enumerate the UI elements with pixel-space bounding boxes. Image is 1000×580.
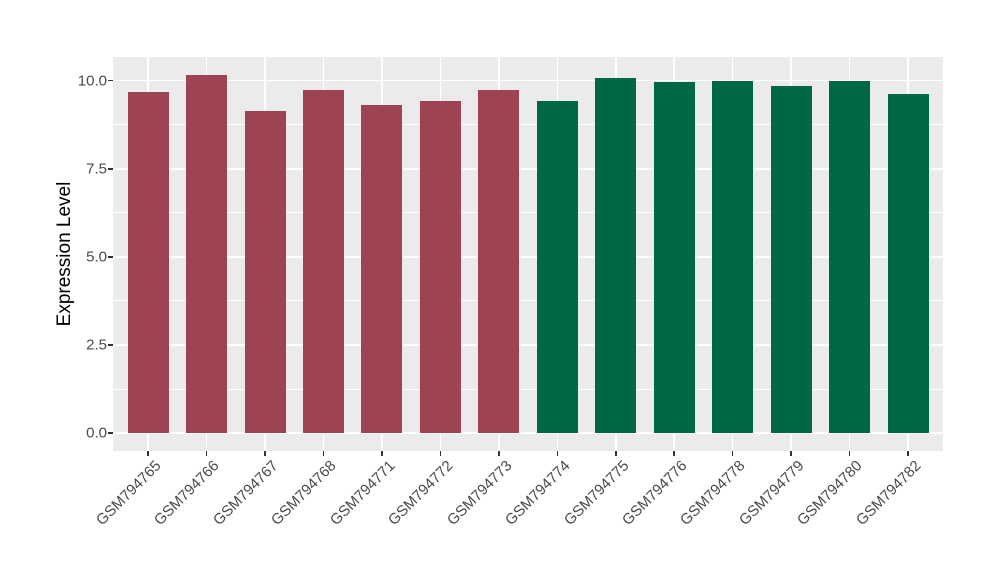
gridline-major-horizontal <box>113 256 943 258</box>
gridline-major-horizontal <box>113 344 943 346</box>
x-axis-tick-mark <box>848 451 851 456</box>
x-axis-tick-mark <box>322 451 325 456</box>
x-axis-tick-mark <box>556 451 559 456</box>
y-axis-tick-mark <box>108 168 113 170</box>
bar-GSM794768 <box>302 89 344 433</box>
gridline-major-horizontal <box>113 432 943 434</box>
y-axis-tick-label: 2.5 <box>86 336 107 354</box>
bar-GSM794765 <box>127 92 169 433</box>
gridline-major-horizontal <box>113 167 943 170</box>
y-axis-tick-mark <box>108 344 113 346</box>
gridline-major-horizontal <box>113 79 943 82</box>
y-axis-tick-label: 7.5 <box>86 160 107 178</box>
x-axis-tick-mark <box>498 451 500 456</box>
gridline-minor-horizontal <box>113 212 943 214</box>
x-axis-tick-mark <box>264 451 266 456</box>
x-axis-tick-mark <box>673 451 675 456</box>
bar-GSM794776 <box>653 82 695 433</box>
y-axis-tick-mark <box>108 256 113 258</box>
bar-GSM794782 <box>887 94 929 433</box>
x-axis-tick-mark <box>731 451 734 456</box>
y-axis-tick-label: 10.0 <box>77 72 107 90</box>
bar-GSM794767 <box>244 110 286 433</box>
y-axis-tick-mark <box>108 432 113 434</box>
bar-GSM794779 <box>770 85 812 433</box>
bar-GSM794766 <box>186 74 228 433</box>
bar-GSM794775 <box>595 77 637 433</box>
bar-GSM794771 <box>361 105 403 433</box>
x-axis-tick-mark <box>790 451 792 456</box>
bar-GSM794774 <box>536 100 578 433</box>
y-axis-tick-mark <box>108 79 113 82</box>
bar-GSM794772 <box>419 100 461 433</box>
bar-GSM794780 <box>829 81 871 433</box>
y-axis-tick-label: 5.0 <box>86 248 107 266</box>
x-axis-tick-mark <box>205 451 208 456</box>
bar-GSM794773 <box>478 89 520 433</box>
y-axis-tick-label: 0.0 <box>86 424 107 442</box>
x-axis-tick-mark <box>615 451 617 456</box>
x-axis-tick-mark <box>439 451 442 456</box>
gridline-minor-horizontal <box>113 124 943 126</box>
gridline-minor-horizontal <box>113 300 943 302</box>
plot-panel <box>113 57 943 451</box>
y-axis-title: Expression Level <box>54 181 75 327</box>
x-axis-tick-mark <box>907 451 909 456</box>
x-axis-tick-mark <box>147 451 149 456</box>
bar-GSM794778 <box>712 80 754 433</box>
x-axis-tick-mark <box>381 451 383 456</box>
gridline-minor-horizontal <box>113 388 943 390</box>
